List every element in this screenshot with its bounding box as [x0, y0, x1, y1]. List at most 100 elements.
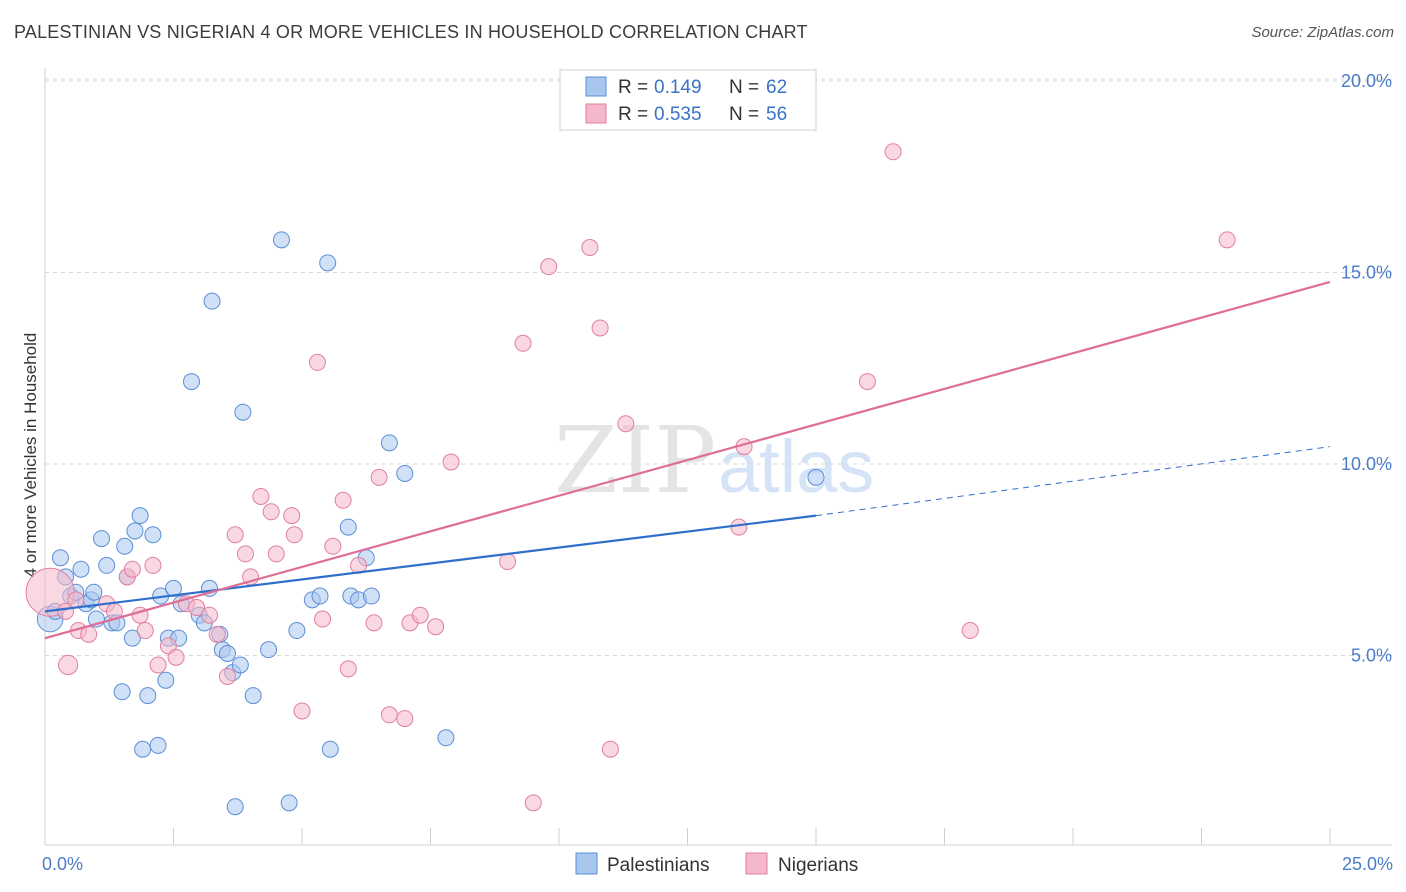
legend-swatch-palestinians — [585, 76, 607, 97]
nigerian-point — [293, 702, 311, 720]
nigerian-point — [540, 258, 558, 276]
nigerian-point — [314, 610, 332, 628]
trend-lines — [44, 280, 1331, 640]
palestinian-point — [260, 641, 278, 659]
palestinian-point — [126, 522, 144, 540]
nigerian-point — [285, 526, 303, 544]
palestinian-point — [113, 683, 131, 701]
palestinian-point — [362, 587, 380, 605]
palestinian-point — [157, 671, 175, 689]
watermark-zip: ZIP — [554, 407, 716, 514]
palestinian-point — [288, 622, 306, 640]
palestinian-point — [339, 518, 357, 536]
x-tick-label-max: 25.0% — [1342, 854, 1393, 874]
legend-r-label-2: R = — [618, 104, 648, 125]
nigerian-point — [427, 618, 445, 636]
palestinian-trend-extension — [815, 446, 1331, 517]
nigerian-point — [334, 491, 352, 509]
palestinian-point — [280, 794, 298, 812]
y-tick-label: 15.0% — [1341, 263, 1392, 283]
y-axis-label: 4 or more Vehicles in Household — [21, 333, 40, 578]
legend-n-value-1: 62 — [766, 77, 787, 98]
palestinian-point — [98, 556, 116, 574]
palestinian-point — [807, 468, 825, 486]
nigerian-point — [617, 415, 635, 433]
grid-lines — [45, 78, 1392, 656]
nigerian-point — [208, 625, 226, 643]
nigerian-point — [188, 599, 206, 617]
nigerian-point — [591, 319, 609, 337]
palestinian-point — [244, 687, 262, 705]
nigerian-point — [200, 606, 218, 624]
nigerian-point — [581, 239, 599, 257]
nigerian-point — [524, 794, 542, 812]
nigerian-point — [411, 606, 429, 624]
palestinian-point — [218, 645, 236, 662]
palestinian-point — [72, 560, 90, 578]
bottom-legend-swatch-nigerians — [745, 852, 768, 875]
nigerian-trend-line — [44, 280, 1331, 640]
nigerian-point — [730, 518, 748, 536]
nigerian-point — [1218, 231, 1236, 249]
palestinian-point — [321, 740, 339, 758]
palestinian-point — [319, 254, 337, 272]
nigerian-point — [858, 373, 876, 391]
palestinian-point — [226, 798, 244, 816]
palestinian-point — [203, 292, 221, 310]
nigerian-point — [58, 654, 79, 676]
nigerian-point — [961, 622, 979, 640]
y-tick-labels: 5.0% 10.0% 15.0% 20.0% — [1341, 71, 1392, 666]
palestinian-point — [139, 687, 157, 705]
nigerian-point — [167, 648, 185, 666]
bottom-legend-swatch-palestinians — [575, 852, 598, 875]
nigerian-point — [324, 537, 342, 555]
nigerian-point — [149, 656, 167, 674]
legend-n-label-1: N = — [729, 77, 759, 98]
axes — [44, 68, 1392, 846]
nigerian-point — [252, 487, 270, 505]
nigerian-point — [601, 740, 619, 758]
nigerian-point — [499, 553, 517, 571]
legend-r-value-2: 0.535 — [654, 104, 702, 125]
legend-swatch-nigerians — [585, 103, 607, 124]
palestinian-point — [131, 507, 149, 525]
nigerian-point — [123, 560, 141, 578]
nigerian-point — [339, 660, 357, 678]
nigerian-point — [136, 622, 154, 640]
palestinian-point — [272, 231, 290, 249]
palestinian-point — [149, 736, 167, 754]
palestinian-point — [182, 373, 200, 391]
palestinian-point — [144, 526, 162, 544]
palestinian-point — [134, 740, 152, 758]
palestinian-point — [93, 530, 111, 548]
bottom-legend-label-nigerians: Nigerians — [778, 855, 858, 876]
y-tick-label: 10.0% — [1341, 454, 1392, 474]
nigerian-point — [262, 503, 280, 521]
nigerian-point — [514, 334, 532, 352]
legend-r-value-1: 0.149 — [654, 77, 702, 98]
nigerian-point — [396, 710, 414, 728]
nigerian-point — [226, 526, 244, 544]
palestinian-point — [311, 587, 329, 605]
palestinian-point — [234, 403, 252, 421]
nigerian-point — [884, 143, 902, 161]
legend-n-label-2: N = — [729, 104, 759, 125]
x-tick-label-min: 0.0% — [42, 854, 83, 874]
nigerian-point — [283, 507, 301, 525]
palestinian-point — [437, 729, 455, 747]
bottom-legend-label-palestinians: Palestinians — [607, 855, 709, 876]
legend-n-value-2: 56 — [766, 104, 787, 125]
y-tick-label: 20.0% — [1341, 71, 1392, 91]
y-tick-label: 5.0% — [1351, 646, 1392, 666]
chart-title: PALESTINIAN VS NIGERIAN 4 OR MORE VEHICL… — [14, 22, 808, 42]
bottom-legend: Palestinians Nigerians — [575, 852, 858, 876]
palestinian-point — [231, 656, 249, 674]
palestinian-point — [380, 434, 398, 452]
legend: R = 0.149 N = 62 R = 0.535 N = 56 — [559, 69, 817, 131]
palestinian-point — [123, 629, 141, 647]
x-tick-labels: 0.0% 25.0% — [42, 854, 1393, 874]
nigerian-point — [236, 545, 254, 563]
nigerian-point — [365, 614, 383, 632]
nigerian-point — [380, 706, 398, 724]
